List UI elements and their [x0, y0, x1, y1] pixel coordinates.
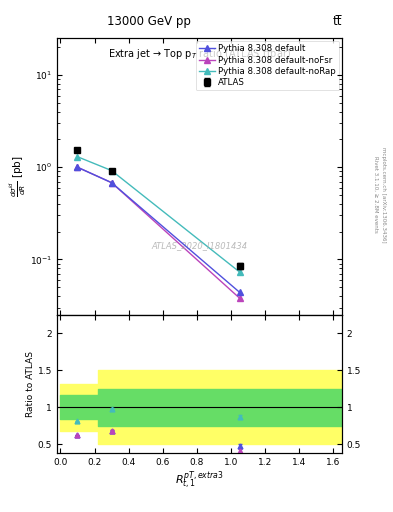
Pythia 8.308 default: [75, 164, 80, 170]
X-axis label: $R_{t,1}^{pT,extra3}$: $R_{t,1}^{pT,extra3}$: [175, 470, 224, 492]
Pythia 8.308 default-noRap: [237, 269, 242, 275]
Legend: Pythia 8.308 default, Pythia 8.308 default-noFsr, Pythia 8.308 default-noRap, AT: Pythia 8.308 default, Pythia 8.308 defau…: [196, 41, 339, 90]
Text: 13000 GeV pp: 13000 GeV pp: [107, 15, 191, 28]
Y-axis label: Ratio to ATLAS: Ratio to ATLAS: [26, 351, 35, 417]
Line: Pythia 8.308 default-noFsr: Pythia 8.308 default-noFsr: [74, 164, 242, 301]
Line: Pythia 8.308 default-noRap: Pythia 8.308 default-noRap: [74, 154, 242, 275]
Pythia 8.308 default-noFsr: [237, 295, 242, 301]
Pythia 8.308 default-noFsr: [75, 164, 80, 170]
Y-axis label: $\frac{d\sigma^{id}}{dR}$ [pb]: $\frac{d\sigma^{id}}{dR}$ [pb]: [9, 156, 28, 197]
Pythia 8.308 default: [109, 180, 114, 186]
Pythia 8.308 default-noFsr: [109, 180, 114, 186]
Text: mcplots.cern.ch [arXiv:1306.3436]: mcplots.cern.ch [arXiv:1306.3436]: [381, 147, 386, 242]
Line: Pythia 8.308 default: Pythia 8.308 default: [74, 164, 242, 295]
Pythia 8.308 default: [237, 289, 242, 295]
Pythia 8.308 default-noRap: [109, 167, 114, 174]
Text: tt̅: tt̅: [332, 15, 342, 28]
Text: ATLAS_2020_I1801434: ATLAS_2020_I1801434: [151, 241, 248, 250]
Pythia 8.308 default-noRap: [75, 154, 80, 160]
Text: Extra jet → Top p$_T$ ratio (ATLAS t̅tbar): Extra jet → Top p$_T$ ratio (ATLAS t̅tba…: [108, 47, 291, 61]
Text: Rivet 3.1.10, ≥ 2.8M events: Rivet 3.1.10, ≥ 2.8M events: [373, 156, 378, 233]
